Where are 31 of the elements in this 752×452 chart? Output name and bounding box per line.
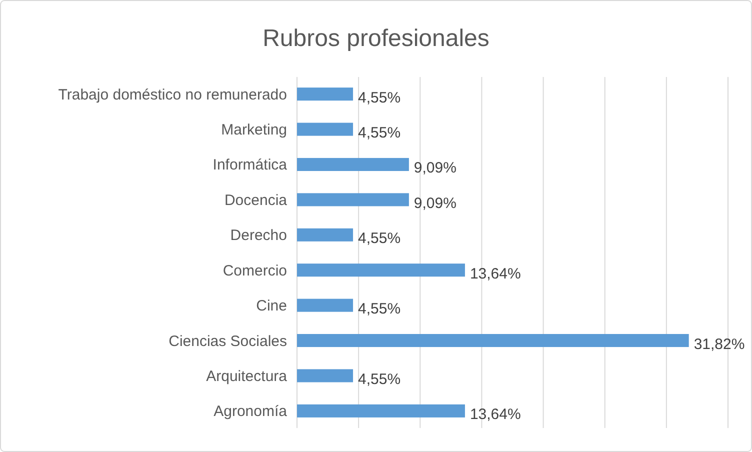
data-label: 31,82% — [694, 336, 745, 353]
bar — [297, 334, 689, 348]
y-tick-label: Ciencias Sociales — [168, 332, 287, 350]
bar — [297, 298, 354, 312]
bar — [297, 404, 465, 418]
y-tick-label: Comercio — [222, 262, 287, 280]
y-tick-label: Marketing — [221, 122, 287, 139]
y-tick-label: Docencia — [224, 192, 288, 209]
data-label: 9,09% — [414, 160, 456, 177]
y-tick-label: Agronomía — [214, 403, 288, 420]
data-label: 4,55% — [358, 300, 401, 318]
data-label: 4,55% — [358, 89, 401, 106]
y-tick-label: Cine — [256, 298, 287, 315]
data-label: 4,55% — [358, 124, 401, 142]
data-label: 13,64% — [470, 265, 521, 282]
y-tick-label: Derecho — [230, 227, 287, 244]
data-label: 13,64% — [470, 406, 521, 424]
data-label: 9,09% — [414, 194, 456, 212]
y-tick-label: Arquitectura — [206, 368, 288, 385]
y-tick-label: Informática — [212, 156, 288, 174]
data-label: 4,55% — [358, 370, 401, 388]
bar — [297, 88, 354, 101]
bar — [297, 369, 354, 382]
bar — [297, 158, 409, 171]
data-label: 4,55% — [358, 230, 401, 248]
bar — [297, 122, 354, 136]
bar — [297, 264, 465, 277]
chart-title: Rubros profesionales — [262, 25, 490, 52]
bar — [297, 228, 354, 242]
bar — [297, 193, 409, 206]
y-tick-label: Trabajo doméstico no remunerado — [58, 86, 287, 104]
